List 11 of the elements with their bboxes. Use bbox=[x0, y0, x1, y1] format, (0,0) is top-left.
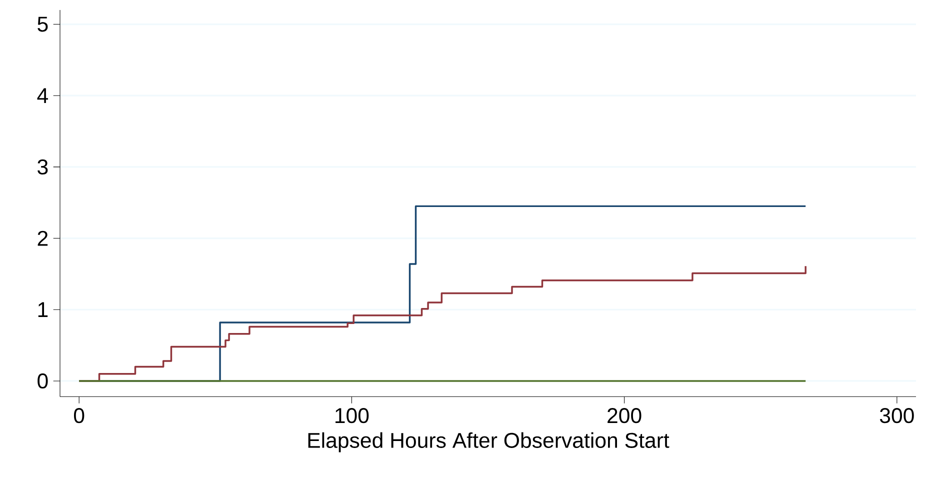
x-tick-label: 0 bbox=[74, 408, 84, 424]
y-tick-label: 0 bbox=[38, 373, 48, 389]
x-tick-label: 200 bbox=[608, 408, 642, 424]
y-tick-label: 1 bbox=[38, 302, 48, 317]
y-tick-label: 5 bbox=[38, 16, 48, 32]
x-axis-title: Elapsed Hours After Observation Start bbox=[308, 432, 670, 452]
y-tick-label: 2 bbox=[38, 230, 48, 246]
x-tick-label: 300 bbox=[880, 408, 914, 424]
y-tick-label: 4 bbox=[37, 88, 48, 103]
y-tick-label: 3 bbox=[38, 159, 48, 175]
x-tick-label: 100 bbox=[336, 408, 369, 424]
